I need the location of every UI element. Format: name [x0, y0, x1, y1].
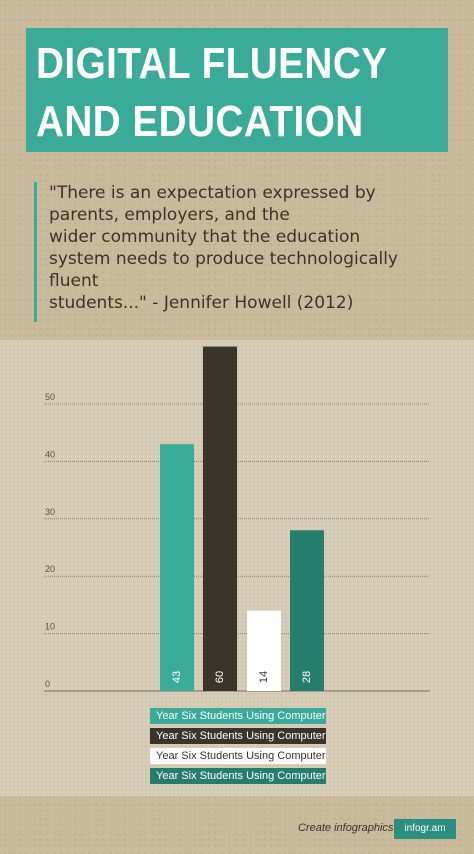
title-line-2: AND EDUCATION: [36, 97, 364, 146]
quote-line: students..." - Jennifer Howell (2012): [49, 293, 354, 313]
bar[interactable]: [290, 530, 324, 691]
y-tick-label: 0: [45, 679, 50, 689]
bar[interactable]: [247, 610, 281, 691]
bar-value-label: 28: [301, 671, 313, 683]
bar-value-label: 43: [171, 671, 183, 683]
bar-value-label: 14: [258, 671, 270, 683]
quote-line: fluent: [49, 271, 99, 291]
quote-block: "There is an expectation expressed by pa…: [34, 182, 447, 322]
legend-item: Year Six Students Using Computer...: [150, 768, 326, 784]
bar[interactable]: [203, 346, 237, 691]
title-banner: DIGITAL FLUENCY AND EDUCATION: [26, 28, 448, 152]
y-tick-label: 20: [45, 564, 55, 574]
title-line-1: DIGITAL FLUENCY: [36, 39, 388, 88]
chart-legend: Year Six Students Using Computer... Year…: [150, 708, 326, 788]
y-tick-label: 50: [45, 392, 55, 402]
bar-value-label: 60: [214, 671, 226, 683]
bar[interactable]: [160, 444, 194, 691]
legend-item: Year Six Students Using Computer...: [150, 748, 326, 764]
y-tick-label: 40: [45, 449, 55, 459]
legend-item: Year Six Students Using Computer...: [150, 728, 326, 744]
quote-line: parents, employers, and the: [49, 205, 290, 225]
legend-item: Year Six Students Using Computer...: [150, 708, 326, 724]
footer-credit[interactable]: Create infographics: [298, 822, 394, 834]
quote-line: "There is an expectation expressed by: [49, 183, 376, 203]
y-tick-label: 30: [45, 507, 55, 517]
quote-line: wider community that the education: [49, 227, 361, 247]
infogram-badge[interactable]: infogr.am: [394, 819, 456, 839]
quote-line: system needs to produce technologically: [49, 249, 398, 269]
y-tick-label: 10: [45, 622, 55, 632]
